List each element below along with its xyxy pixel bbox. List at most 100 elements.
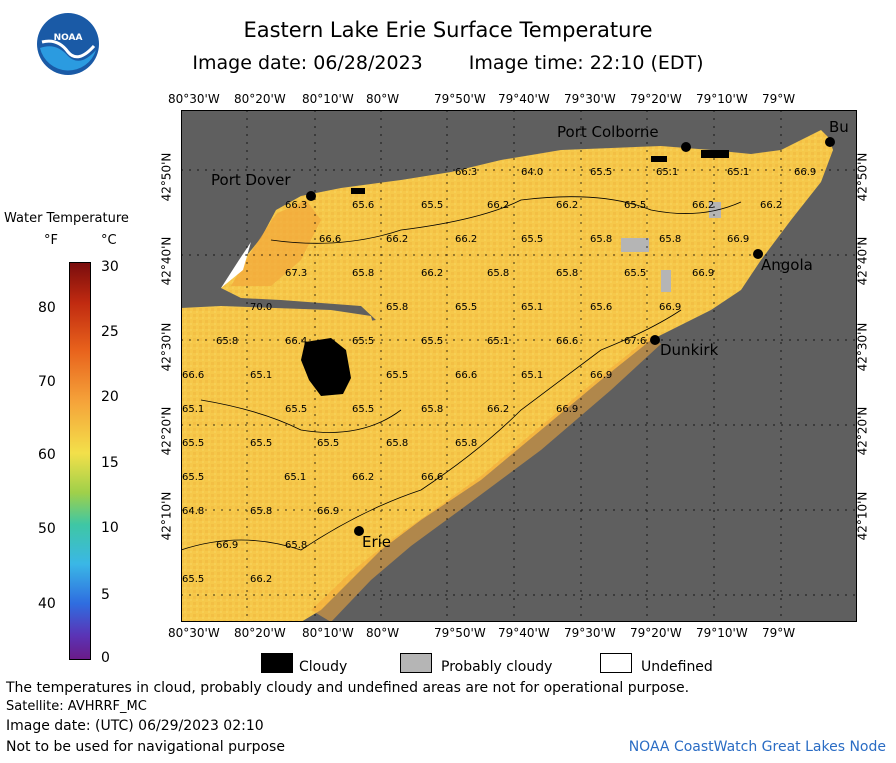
temperature-value: 66.9 <box>590 370 613 381</box>
longitude-label: 79°40'W <box>498 626 550 640</box>
temperature-value: 66.9 <box>794 167 817 178</box>
dunkirk-marker <box>650 335 660 345</box>
longitude-label: 79°10'W <box>696 626 748 640</box>
color-scale-bar <box>69 262 91 660</box>
temperature-value: 64.0 <box>521 167 544 178</box>
latitude-label: 42°30'N <box>855 322 870 372</box>
city-erie: Erie <box>362 533 392 551</box>
source-credit[interactable]: NOAA CoastWatch Great Lakes Node <box>628 739 886 755</box>
temperature-value: 66.9 <box>216 540 239 551</box>
utc-date: Image date: (UTC) 06/29/2023 02:10 <box>6 718 264 734</box>
footer-note: The temperatures in cloud, probably clou… <box>6 680 690 696</box>
celsius-tick: 10 <box>101 520 119 536</box>
temperature-value: 65.1 <box>521 302 544 313</box>
temperature-value: 65.5 <box>521 234 544 245</box>
legend-title: Water Temperature <box>4 211 129 226</box>
celsius-tick: 20 <box>101 389 119 405</box>
fahrenheit-tick: 60 <box>38 447 56 463</box>
longitude-label: 80°20'W <box>234 92 286 106</box>
temperature-value: 66.2 <box>386 234 409 245</box>
undefined-patch <box>221 242 251 288</box>
latitude-label: 42°50'N <box>855 152 870 202</box>
longitude-label: 79°30'W <box>564 92 616 106</box>
temperature-value: 65.5 <box>421 200 444 211</box>
fahrenheit-tick: 70 <box>38 374 56 390</box>
buffalo-marker <box>825 137 835 147</box>
celsius-tick: 5 <box>101 587 110 603</box>
temperature-value: 65.1 <box>250 370 273 381</box>
latitude-label: 42°10'N <box>159 491 174 541</box>
city-port-colborne: Port Colborne <box>557 123 659 141</box>
longitude-label: 80°W <box>366 92 400 106</box>
temperature-value: 65.1 <box>284 472 307 483</box>
temperature-value: 66.4 <box>285 336 308 347</box>
temperature-value: 65.8 <box>386 302 409 313</box>
temperature-value: 65.8 <box>285 540 308 551</box>
longitude-label: 80°W <box>366 626 400 640</box>
latitude-label: 42°40'N <box>855 236 870 286</box>
satellite-info: Satellite: AVHRRF_MC <box>6 699 147 714</box>
temperature-value: 66.2 <box>421 268 444 279</box>
temperature-value: 65.1 <box>182 404 205 415</box>
temperature-value: 65.5 <box>182 472 205 483</box>
cloud-patch <box>651 156 667 162</box>
undefined-label: Undefined <box>641 659 713 675</box>
temperature-value: 66.6 <box>319 234 342 245</box>
navigation-warning: Not to be used for navigational purpose <box>6 739 285 755</box>
erie-marker <box>354 526 364 536</box>
latitude-label: 42°50'N <box>159 152 174 202</box>
angola-marker <box>753 249 763 259</box>
temperature-value: 64.8 <box>182 506 205 517</box>
temperature-value: 66.2 <box>760 200 783 211</box>
temperature-value: 66.3 <box>285 200 308 211</box>
latitude-label: 42°10'N <box>855 491 870 541</box>
temperature-value: 65.5 <box>250 438 273 449</box>
lake-map <box>181 110 857 622</box>
temperature-value: 65.5 <box>624 268 647 279</box>
temperature-value: 65.6 <box>352 200 375 211</box>
temperature-value: 66.9 <box>556 404 579 415</box>
temperature-value: 65.8 <box>421 404 444 415</box>
temperature-value: 66.3 <box>455 167 478 178</box>
temperature-value: 65.5 <box>182 438 205 449</box>
temperature-value: 70.0 <box>250 302 273 313</box>
temperature-value: 65.5 <box>352 404 375 415</box>
temperature-value: 65.5 <box>421 336 444 347</box>
longitude-label: 79°W <box>762 92 796 106</box>
fahrenheit-tick: 50 <box>38 521 56 537</box>
latitude-label: 42°20'N <box>855 406 870 456</box>
map-subtitle: Image date: 06/28/2023 Image time: 22:10… <box>0 52 896 74</box>
temperature-value: 65.8 <box>216 336 239 347</box>
cloud-patch <box>701 150 729 158</box>
legend-unit-c: °C <box>101 233 117 248</box>
image-date: Image date: 06/28/2023 <box>192 52 423 74</box>
longitude-label: 80°20'W <box>234 626 286 640</box>
temperature-value: 66.9 <box>692 268 715 279</box>
temperature-value: 66.2 <box>455 234 478 245</box>
temperature-value: 65.5 <box>455 302 478 313</box>
fahrenheit-tick: 80 <box>38 300 56 316</box>
temperature-value: 66.6 <box>455 370 478 381</box>
temperature-value: 66.9 <box>727 234 750 245</box>
temperature-value: 65.8 <box>386 438 409 449</box>
temperature-value: 65.5 <box>285 404 308 415</box>
map-title: Eastern Lake Erie Surface Temperature <box>243 18 653 42</box>
warm-shore <box>311 336 661 622</box>
warm-zone <box>231 200 321 286</box>
temperature-value: 65.6 <box>590 302 613 313</box>
temperature-value: 65.8 <box>487 268 510 279</box>
latitude-label: 42°20'N <box>159 406 174 456</box>
temperature-value: 67.3 <box>285 268 308 279</box>
probably-cloudy-label: Probably cloudy <box>441 659 553 675</box>
celsius-tick: 30 <box>101 259 119 275</box>
longitude-label: 79°20'W <box>630 92 682 106</box>
cloudy-swatch <box>261 653 293 673</box>
probably-cloudy-patch <box>661 270 671 292</box>
temperature-value: 65.8 <box>556 268 579 279</box>
temperature-value: 66.2 <box>692 200 715 211</box>
temperature-value: 66.2 <box>556 200 579 211</box>
city-dunkirk: Dunkirk <box>660 341 719 359</box>
longitude-label: 79°50'W <box>434 92 486 106</box>
temperature-value: 65.5 <box>386 370 409 381</box>
temperature-value: 65.5 <box>624 200 647 211</box>
